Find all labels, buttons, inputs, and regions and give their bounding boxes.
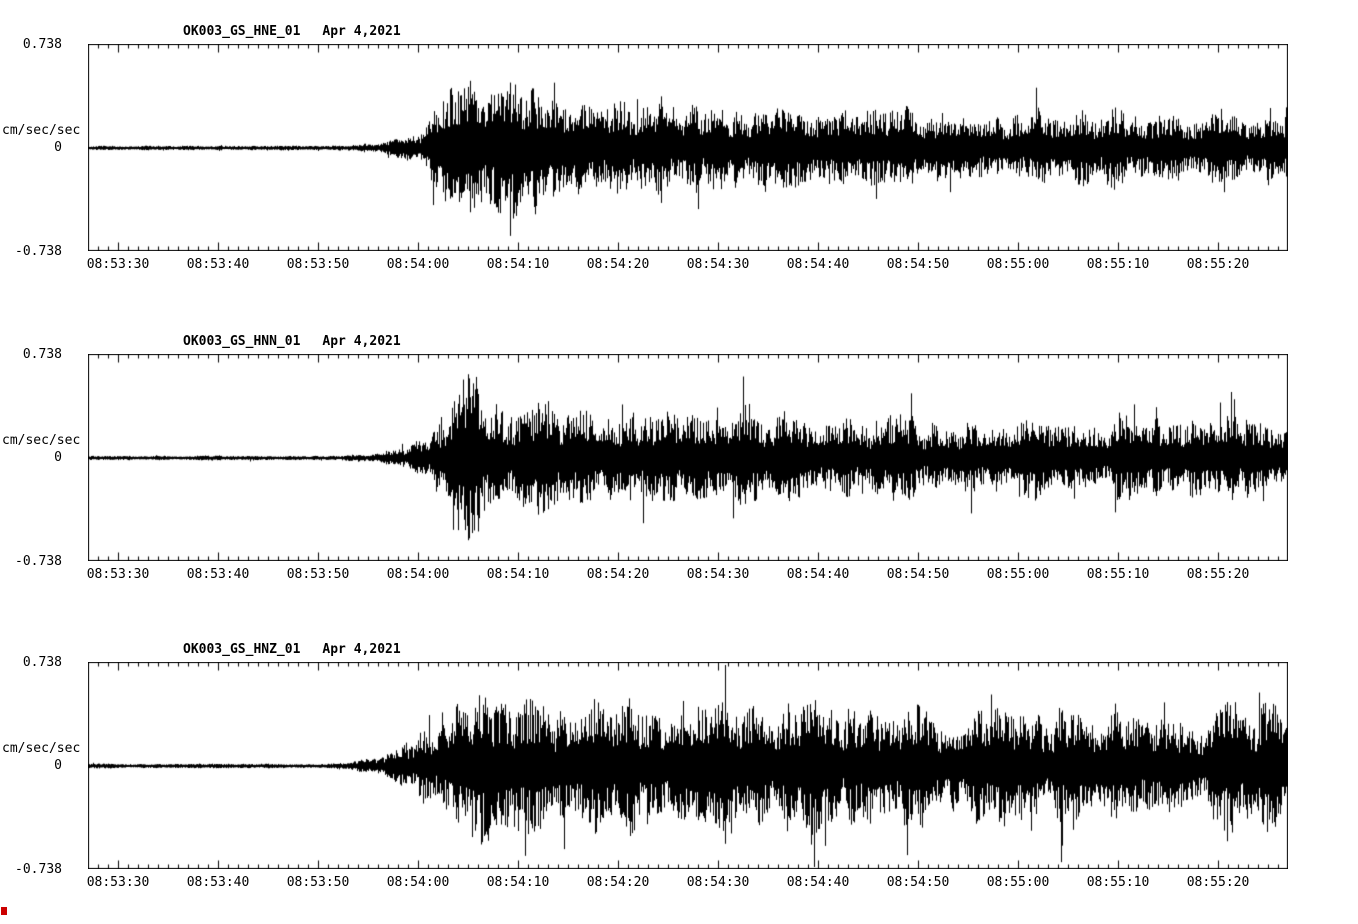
y-min-label: -0.738 — [15, 244, 62, 259]
x-tick-label: 08:53:50 — [286, 567, 350, 582]
x-tick-label: 08:54:20 — [586, 567, 650, 582]
x-tick-label: 08:55:10 — [1086, 567, 1150, 582]
y-min-label: -0.738 — [15, 554, 62, 569]
x-tick-label: 08:55:00 — [986, 257, 1050, 272]
x-tick-label: 08:55:20 — [1186, 875, 1250, 890]
x-tick-label: 08:55:20 — [1186, 567, 1250, 582]
x-tick-label: 08:53:40 — [186, 257, 250, 272]
x-tick-label: 08:54:10 — [486, 875, 550, 890]
panel-title: OK003_GS_HNZ_01 Apr 4,2021 — [183, 642, 401, 657]
x-tick-label: 08:54:30 — [686, 567, 750, 582]
x-tick-label: 08:55:20 — [1186, 257, 1250, 272]
y-zero-label: 0 — [54, 450, 62, 465]
x-tick-label: 08:55:10 — [1086, 257, 1150, 272]
seismogram-panel-hnz: OK003_GS_HNZ_01 Apr 4,2021 0.738 cm/sec/s… — [0, 618, 1358, 918]
y-max-label: 0.738 — [22, 37, 62, 52]
y-axis-unit-label: cm/sec/sec — [2, 123, 81, 138]
x-tick-label: 08:55:10 — [1086, 875, 1150, 890]
seismogram-panel-hnn: OK003_GS_HNN_01 Apr 4,2021 0.738 cm/sec/s… — [0, 310, 1358, 610]
station-channel-label: OK003_GS_HNN_01 — [183, 334, 301, 349]
x-tick-label: 08:54:10 — [486, 257, 550, 272]
x-tick-label: 08:54:30 — [686, 875, 750, 890]
x-tick-label: 08:54:50 — [886, 257, 950, 272]
x-axis-tick-labels: 08:53:30 08:53:40 08:53:50 08:54:00 08:54:10… — [0, 258, 1358, 274]
x-tick-label: 08:53:40 — [186, 567, 250, 582]
y-axis-unit-label: cm/sec/sec — [2, 433, 81, 448]
panel-title: OK003_GS_HNE_01 Apr 4,2021 — [183, 24, 401, 39]
x-tick-label: 08:54:20 — [586, 875, 650, 890]
y-min-label: -0.738 — [15, 862, 62, 877]
x-tick-label: 08:54:50 — [886, 567, 950, 582]
x-tick-label: 08:53:40 — [186, 875, 250, 890]
x-tick-label: 08:54:40 — [786, 567, 850, 582]
y-zero-label: 0 — [54, 758, 62, 773]
x-tick-label: 08:53:30 — [86, 257, 150, 272]
corner-artifact — [1, 907, 7, 915]
date-label: Apr 4,2021 — [322, 24, 401, 39]
x-tick-label: 08:54:00 — [386, 875, 450, 890]
x-tick-label: 08:53:50 — [286, 875, 350, 890]
y-max-label: 0.738 — [22, 655, 62, 670]
waveform-plot-hnz — [88, 662, 1288, 869]
x-tick-label: 08:54:20 — [586, 257, 650, 272]
x-tick-label: 08:55:00 — [986, 567, 1050, 582]
x-tick-label: 08:54:40 — [786, 875, 850, 890]
y-zero-label: 0 — [54, 140, 62, 155]
station-channel-label: OK003_GS_HNE_01 — [183, 24, 301, 39]
x-tick-label: 08:54:30 — [686, 257, 750, 272]
x-tick-label: 08:54:00 — [386, 567, 450, 582]
x-tick-label: 08:54:10 — [486, 567, 550, 582]
y-axis-unit-label: cm/sec/sec — [2, 741, 81, 756]
x-axis-tick-labels: 08:53:30 08:53:40 08:53:50 08:54:00 08:54:10… — [0, 568, 1358, 584]
y-max-label: 0.738 — [22, 347, 62, 362]
x-tick-label: 08:53:30 — [86, 567, 150, 582]
date-label: Apr 4,2021 — [322, 642, 401, 657]
station-channel-label: OK003_GS_HNZ_01 — [183, 642, 301, 657]
date-label: Apr 4,2021 — [322, 334, 401, 349]
x-tick-label: 08:55:00 — [986, 875, 1050, 890]
panel-title: OK003_GS_HNN_01 Apr 4,2021 — [183, 334, 401, 349]
waveform-plot-hne — [88, 44, 1288, 251]
x-tick-label: 08:54:00 — [386, 257, 450, 272]
x-tick-label: 08:53:50 — [286, 257, 350, 272]
x-tick-label: 08:53:30 — [86, 875, 150, 890]
seismogram-panel-hne: OK003_GS_HNE_01 Apr 4,2021 0.738 cm/sec/s… — [0, 0, 1358, 300]
x-tick-label: 08:54:40 — [786, 257, 850, 272]
x-axis-tick-labels: 08:53:30 08:53:40 08:53:50 08:54:00 08:54:10… — [0, 876, 1358, 892]
waveform-plot-hnn — [88, 354, 1288, 561]
x-tick-label: 08:54:50 — [886, 875, 950, 890]
